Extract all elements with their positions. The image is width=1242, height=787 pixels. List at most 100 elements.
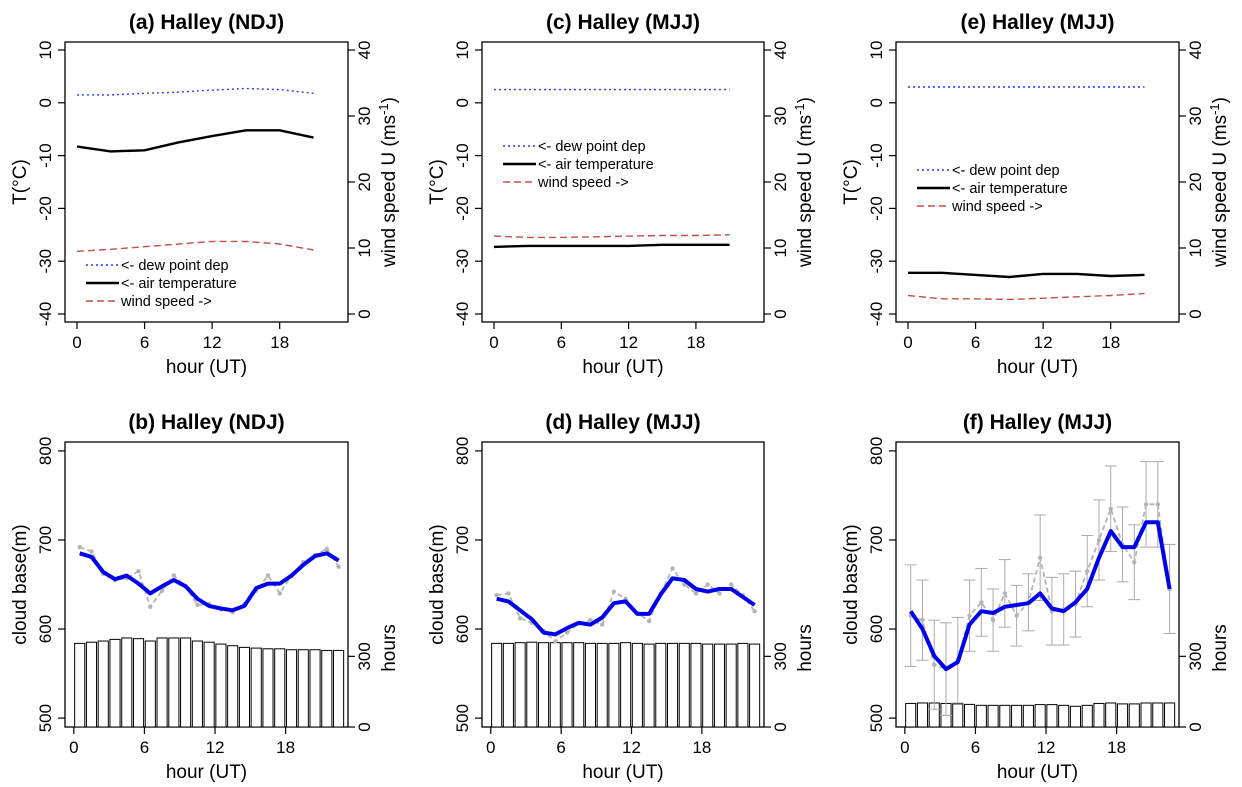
y2-label-text: wind speed U (ms [795, 115, 816, 268]
legend: <- dew point dep <- air temperature wind s… [86, 258, 237, 310]
hours-bar [191, 640, 203, 728]
hours-bar [916, 702, 929, 728]
legend-label: wind speed -> [537, 175, 629, 191]
y-tick-label: 800 [453, 437, 472, 465]
raw-point [967, 613, 972, 618]
y2-label-text: hours [1210, 624, 1231, 672]
y-tick-label: 800 [36, 437, 55, 465]
raw-point [1037, 555, 1043, 560]
plot-frame [895, 441, 1180, 728]
y2-tick-label: 20 [355, 173, 374, 192]
raw-point [195, 602, 200, 608]
hours-bar [74, 642, 86, 728]
hours-bar [596, 642, 608, 728]
raw-point [171, 573, 177, 578]
y-axis-label: cloud base(m) [10, 524, 31, 644]
panel-title: (f) Halley (MJJ) [963, 411, 1112, 434]
x-axis: 0 6 12 18 [900, 727, 1126, 757]
raw-point [646, 618, 652, 624]
series-line-1 [493, 243, 730, 249]
y-tick-label: 500 [867, 704, 886, 732]
raw-point [990, 617, 996, 623]
y2-tick-label: 20 [771, 173, 790, 192]
raw-point [920, 617, 925, 623]
hours-bar [1116, 703, 1129, 728]
legend: <- dew point dep <- air temperature wind s… [917, 163, 1068, 215]
panel-d: (d) Halley (MJJ) 0 6 12 18 hour (UT) 800 700 600… [427, 411, 816, 783]
x-tick-label: 12 [619, 333, 638, 352]
x-tick-label: 12 [1034, 333, 1053, 352]
x-tick-label: 18 [686, 333, 705, 352]
y2-label-text: hours [795, 624, 816, 672]
hours-bar [713, 643, 725, 728]
y-tick-label: -40 [867, 302, 886, 327]
raw-point [670, 566, 675, 571]
y2-tick-label: 30 [771, 107, 790, 126]
y2-axis-label: wind speed U (ms-1) [1207, 97, 1231, 268]
y-axis-right: 40 30 20 10 0 [764, 41, 790, 319]
hours-bar [1128, 703, 1140, 728]
x-axis: 0 6 12 18 [903, 322, 1120, 352]
hours-bar [631, 642, 643, 728]
raw-point [506, 591, 511, 596]
y-axis-left: 10 0 -10 -20 -30 -40 [453, 41, 482, 327]
panel-title: (e) Halley (MJJ) [960, 11, 1114, 34]
y2-tick-label: 40 [1186, 41, 1205, 60]
x-axis-label: hour (UT) [997, 357, 1078, 378]
smoothed-series-line [909, 520, 1172, 672]
y2-tick-label: 300 [1186, 642, 1205, 670]
y2-axis-label: hours [379, 624, 400, 672]
y2-axis-label: hours [1210, 624, 1231, 672]
legend-label: <- dew point dep [121, 258, 229, 274]
y2-label-sup: -1 [1207, 103, 1222, 115]
x-axis-label: hour (UT) [166, 762, 247, 783]
y-tick-label: -10 [36, 143, 55, 168]
hours-bar [97, 640, 109, 728]
hours-bar [737, 642, 749, 728]
panel-title: (a) Halley (NDJ) [129, 11, 284, 34]
y2-tick-label: 300 [771, 642, 790, 670]
hours-bar [1058, 704, 1070, 728]
y-axis-left: 800 700 600 500 [36, 437, 65, 732]
x-axis: 0 6 12 18 [489, 322, 705, 352]
hours-bar [999, 704, 1011, 728]
y-tick-label: 600 [867, 615, 886, 643]
y2-tick-label: 0 [1186, 309, 1205, 318]
raw-point [932, 662, 937, 667]
x-axis-label: hour (UT) [582, 762, 663, 783]
raw-point [77, 544, 82, 550]
y-tick-label: 700 [36, 526, 55, 554]
y2-tick-label: 0 [355, 722, 374, 731]
hours-bar [655, 642, 667, 728]
y2-label-end: ) [1210, 97, 1231, 103]
hours-bar [702, 643, 714, 728]
hours-bar [1046, 704, 1058, 728]
y-tick-label: -40 [453, 302, 472, 327]
raw-point [265, 573, 271, 578]
raw-point [1014, 613, 1019, 618]
hours-bar [1093, 702, 1105, 728]
y-tick-label: -10 [867, 143, 886, 168]
panel-title: (d) Halley (MJJ) [545, 411, 700, 434]
y-axis-right: 300 0 [1179, 642, 1205, 732]
y-axis-left: 800 700 600 500 [867, 437, 896, 732]
hours-bar [491, 642, 503, 728]
x-tick-label: 12 [622, 738, 641, 757]
hours-bar [215, 643, 227, 728]
hours-bar [1034, 704, 1046, 728]
legend-label: <- air temperature [538, 157, 654, 173]
hours-bar [608, 642, 620, 728]
hours-bar [573, 642, 585, 728]
raw-point [705, 582, 710, 587]
hours-bar [678, 642, 690, 728]
x-tick-label: 0 [489, 333, 498, 352]
series-line-2 [76, 240, 314, 252]
hours-bar [1105, 702, 1117, 728]
y2-axis-label: wind speed U (ms-1) [376, 97, 400, 268]
x-tick-label: 18 [270, 333, 289, 352]
y2-tick-label: 30 [355, 107, 374, 126]
y2-label-text: wind speed U (ms [1210, 115, 1231, 268]
y2-label-end: ) [795, 97, 816, 103]
